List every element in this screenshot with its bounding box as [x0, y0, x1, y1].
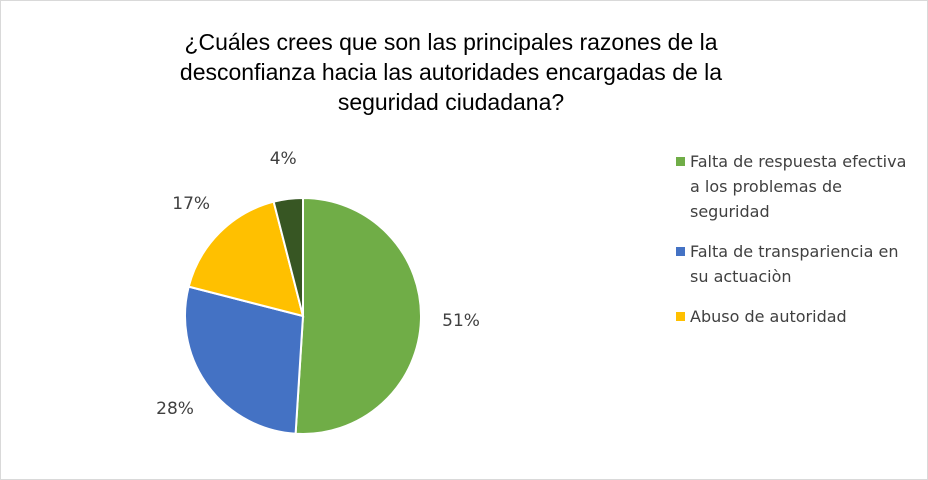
legend-swatch [676, 312, 685, 321]
data-label: 4% [270, 149, 297, 169]
data-label: 51% [442, 311, 480, 331]
legend-label: Falta de respuesta efectiva a los proble… [690, 152, 907, 221]
legend-label: Abuso de autoridad [690, 307, 847, 326]
pie-slice [187, 200, 305, 318]
data-label: 28% [156, 399, 194, 419]
pie-slice [184, 285, 305, 435]
legend-label: Falta de transpariencia en su actuaciòn [690, 242, 899, 286]
legend-swatch [676, 247, 685, 256]
pie-slice [294, 196, 422, 435]
legend-entry: Falta de transpariencia en su actuaciòn [676, 239, 921, 289]
chart-title: ¿Cuáles crees que son las principales ra… [179, 29, 723, 115]
legend: Falta de respuesta efectiva a los proble… [676, 149, 921, 344]
legend-entry: Abuso de autoridad [676, 304, 921, 329]
legend-entry: Falta de respuesta efectiva a los proble… [676, 149, 921, 224]
legend-swatch [676, 157, 685, 166]
pie-slice [272, 196, 304, 317]
data-label: 17% [172, 194, 210, 214]
